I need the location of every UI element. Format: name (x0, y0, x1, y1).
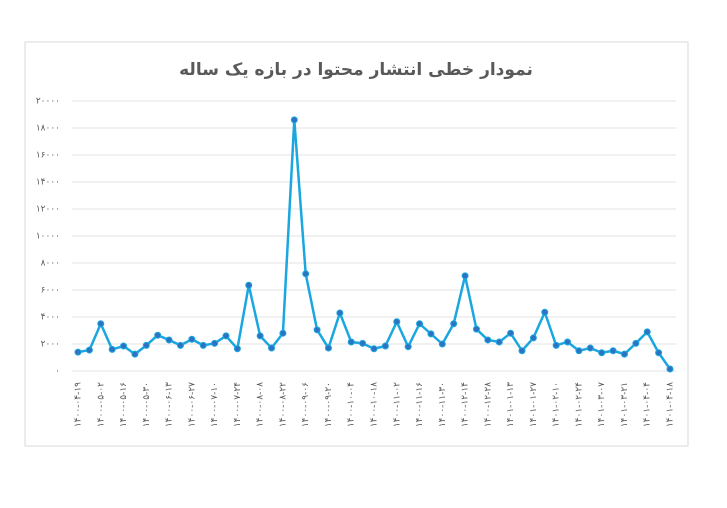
data-point (347, 338, 355, 346)
data-point (666, 365, 674, 373)
x-tick-label: ۱۴۰۱-۰۱-۱۳ (506, 382, 516, 427)
x-tick-label: ۱۴۰۱-۰۲-۲۴ (574, 382, 584, 427)
data-point (85, 346, 93, 354)
data-point (495, 338, 503, 346)
y-tick-label: ۱۸۰۰۰ (36, 124, 60, 134)
data-point (302, 270, 310, 278)
x-tick-label: ۱۴۰۰-۱۱-۰۲ (392, 382, 402, 427)
chart-frame (24, 41, 689, 447)
x-tick-label: ۱۴۰۱-۰۳-۲۱ (620, 382, 630, 427)
data-point (120, 342, 128, 350)
y-tick-label: ۱۲۰۰۰ (36, 205, 60, 215)
data-point (359, 339, 367, 347)
data-point (393, 318, 401, 326)
data-point (188, 335, 196, 343)
x-tick-label: ۱۴۰۰-۰۶-۲۷ (187, 382, 197, 427)
data-point (279, 329, 287, 337)
chart-title: نمودار خطی انتشار محتوا در بازه یک ساله (179, 60, 533, 80)
x-tick-label: ۱۴۰۰-۰۵-۰۲ (96, 382, 106, 427)
data-point (518, 347, 526, 355)
data-point (211, 339, 219, 347)
y-tick-label: ۱۴۰۰۰ (36, 178, 60, 188)
data-point (199, 341, 207, 349)
x-tick-label: ۱۴۰۱-۰۳-۰۷ (597, 382, 607, 427)
x-tick-label: ۱۴۰۱-۰۱-۲۷ (529, 382, 539, 427)
data-point (598, 349, 606, 357)
y-tick-label: ۲۰۰۰۰ (36, 97, 60, 107)
x-tick-label: ۱۴۰۰-۰۷-۲۴ (233, 382, 243, 427)
x-tick-label: ۱۴۰۰-۱۲-۱۴ (461, 382, 471, 427)
y-tick-label: ۸۰۰۰ (41, 259, 60, 269)
x-tick-label: ۱۴۰۰-۰۴-۱۹ (74, 382, 84, 427)
data-point (381, 342, 389, 350)
data-point (222, 332, 230, 340)
x-tick-label: ۱۴۰۰-۱۱-۳۰ (438, 382, 448, 427)
data-point (176, 341, 184, 349)
data-point (438, 340, 446, 348)
data-point (564, 338, 572, 346)
x-tick-label: ۱۴۰۰-۰۵-۳۰ (142, 382, 152, 427)
data-point (370, 345, 378, 353)
data-point (268, 344, 276, 352)
x-tick-label: ۱۴۰۰-۱۱-۱۶ (415, 382, 425, 427)
data-point (609, 347, 617, 355)
data-point (313, 326, 321, 334)
x-tick-label: ۱۴۰۰-۰۶-۱۳ (165, 382, 175, 427)
data-point (245, 281, 253, 289)
data-point (552, 341, 560, 349)
data-point (142, 341, 150, 349)
data-point (74, 348, 82, 356)
data-point (643, 328, 651, 336)
data-point (324, 344, 332, 352)
data-point (586, 344, 594, 352)
y-tick-label: ۱۰۰۰۰ (36, 232, 60, 242)
data-point (256, 332, 264, 340)
x-tick-label: ۱۴۰۰-۰۹-۲۰ (324, 382, 334, 427)
data-point (233, 345, 241, 353)
x-tick-label: ۱۴۰۰-۱۲-۲۸ (483, 382, 493, 427)
data-point (655, 349, 663, 357)
y-tick-label: ۱۶۰۰۰ (36, 151, 60, 161)
data-point (290, 116, 298, 124)
data-point (529, 334, 537, 342)
data-point (97, 320, 105, 328)
x-tick-label: ۱۴۰۰-۰۸-۰۸ (256, 382, 266, 427)
x-tick-label: ۱۴۰۱-۰۴-۱۸ (666, 382, 676, 427)
x-tick-label: ۱۴۰۰-۱۰-۱۸ (370, 382, 380, 427)
x-tick-label: ۱۴۰۰-۱۰-۰۴ (347, 382, 357, 427)
y-tick-label: ۰ (55, 367, 60, 377)
x-tick-label: ۱۴۰۰-۰۷-۱۰ (210, 382, 220, 427)
x-tick-label: ۱۴۰۱-۰۲-۱۰ (552, 382, 562, 427)
data-point (507, 329, 515, 337)
x-tick-label: ۱۴۰۱-۰۴-۰۴ (643, 382, 653, 427)
data-point (404, 343, 412, 351)
data-point (620, 350, 628, 358)
data-point (541, 308, 549, 316)
y-tick-label: ۲۰۰۰ (41, 340, 60, 350)
y-tick-label: ۶۰۰۰ (41, 286, 60, 296)
data-point (416, 320, 424, 328)
x-tick-label: ۱۴۰۰-۰۵-۱۶ (119, 382, 129, 427)
data-point (154, 331, 162, 339)
data-point (472, 325, 480, 333)
data-point (575, 347, 583, 355)
data-point (484, 336, 492, 344)
data-point (461, 272, 469, 280)
x-tick-label: ۱۴۰۰-۰۹-۰۶ (301, 382, 311, 427)
data-point (165, 336, 173, 344)
data-point (336, 309, 344, 317)
y-tick-label: ۴۰۰۰ (41, 313, 60, 323)
x-tick-label: ۱۴۰۰-۰۸-۲۲ (278, 382, 288, 427)
data-point (632, 339, 640, 347)
data-point (450, 320, 458, 328)
data-point (108, 345, 116, 353)
data-point (131, 350, 139, 358)
data-point (427, 330, 435, 338)
